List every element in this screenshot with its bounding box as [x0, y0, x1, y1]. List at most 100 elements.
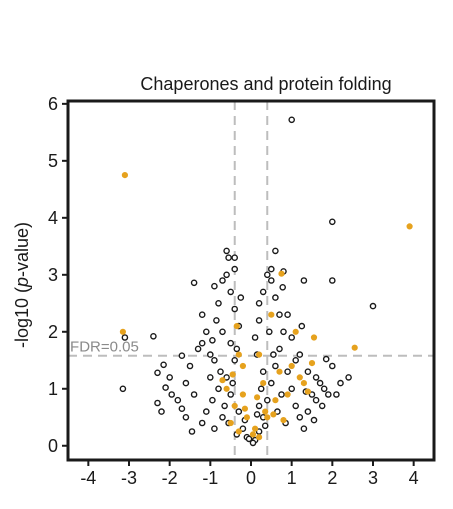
highlight-point-6: [278, 270, 285, 277]
y-axis-label: -log10 (p-value): [12, 222, 32, 348]
data-point-65: [272, 362, 279, 370]
data-point-69: [272, 294, 279, 301]
data-point-38: [186, 362, 194, 370]
data-point-50: [227, 288, 234, 296]
data-point-63: [263, 396, 271, 404]
data-point-75: [259, 368, 267, 376]
data-point-7: [121, 334, 129, 341]
data-point-107: [209, 336, 216, 344]
highlight-point-18: [264, 414, 271, 421]
data-point-55: [223, 374, 230, 381]
data-point-53: [227, 339, 234, 347]
highlight-point-20: [243, 414, 250, 421]
data-point-92: [320, 385, 328, 393]
data-point-25: [255, 299, 263, 307]
data-point-54: [231, 356, 238, 364]
data-point-70: [267, 277, 275, 284]
data-point-80: [292, 402, 300, 410]
data-point-49: [223, 271, 230, 279]
data-point-93: [333, 391, 340, 398]
data-point-56: [227, 391, 234, 398]
data-point-67: [280, 328, 287, 336]
highlight-point-12: [268, 311, 275, 318]
data-point-35: [198, 311, 206, 319]
highlight-point-24: [227, 419, 234, 427]
data-point-86: [316, 379, 324, 387]
plot-frame: [66, 99, 436, 462]
axes: -4 -3 -2 -1 0 1 2 3 4 0 1 2 3 4 5 6: [48, 94, 436, 488]
data-point-88: [288, 334, 296, 341]
data-point-87: [296, 351, 304, 358]
highlight-point-3: [351, 344, 358, 351]
highlight-point-2: [119, 328, 127, 335]
highlight-point-11: [256, 351, 263, 358]
data-point-40: [174, 396, 182, 404]
plot-area: FDR=0.05: [68, 101, 434, 460]
data-point-2: [328, 277, 336, 284]
data-point-98: [217, 368, 224, 376]
data-point-58: [239, 425, 247, 433]
data-point-47: [219, 328, 226, 336]
data-point-117: [253, 411, 261, 418]
data-point-28: [345, 374, 352, 381]
data-point-113: [261, 422, 269, 430]
data-point-26: [328, 362, 336, 370]
data-point-12: [168, 391, 175, 398]
data-point-11: [178, 352, 186, 360]
data-point-37: [194, 345, 202, 353]
x-tick-label-2: -2: [162, 468, 178, 488]
data-point-30: [198, 339, 206, 347]
data-point-46: [211, 356, 218, 364]
data-point-57: [235, 408, 243, 415]
x-tick-label-7: 3: [368, 468, 378, 488]
highlight-point-23: [223, 385, 230, 392]
fdr-label: FDR=0.05: [70, 339, 139, 356]
y-tick-label-4: 4: [48, 208, 58, 228]
highlight-point-13: [260, 380, 267, 387]
data-point-108: [265, 328, 273, 336]
data-point-15: [190, 279, 198, 287]
data-point-10: [154, 369, 161, 377]
data-point-120: [310, 416, 318, 424]
highlight-point-9: [235, 351, 242, 358]
data-point-83: [304, 408, 312, 415]
data-point-17: [231, 254, 238, 262]
data-point-79: [288, 385, 296, 393]
data-point-9: [162, 384, 169, 391]
data-point-94: [190, 391, 198, 398]
x-tick-label-3: -1: [202, 468, 218, 488]
data-point-109: [270, 351, 277, 358]
data-point-27: [337, 379, 344, 387]
data-point-91: [304, 368, 312, 376]
data-point-84: [308, 391, 316, 398]
highlight-point-33: [241, 405, 248, 412]
highlight-point-37: [219, 377, 226, 384]
data-point-48: [215, 299, 222, 307]
highlight-point-17: [304, 388, 311, 395]
data-point-20: [272, 247, 279, 255]
highlight-point-15: [284, 391, 291, 398]
data-point-96: [209, 396, 216, 404]
data-point-103: [233, 345, 241, 353]
data-point-82: [300, 425, 308, 433]
data-point-66: [276, 345, 283, 353]
data-point-41: [182, 413, 190, 421]
highlight-point-10: [239, 362, 246, 370]
highlight-point-32: [229, 371, 236, 378]
data-point-121: [318, 402, 326, 410]
highlight-point-4: [310, 334, 318, 341]
data-point-114: [249, 439, 257, 447]
x-tick-label-5: 1: [287, 468, 297, 488]
data-point-106: [213, 317, 220, 324]
highlight-point-34: [262, 408, 269, 415]
data-point-97: [206, 351, 214, 358]
data-point-123: [188, 428, 196, 435]
highlight-point-27: [256, 434, 263, 441]
y-tick-label-3: 3: [48, 265, 58, 285]
data-point-18: [225, 254, 232, 262]
data-point-3: [369, 302, 377, 310]
data-point-32: [312, 396, 320, 404]
data-point-16: [223, 247, 230, 255]
data-point-4: [322, 355, 330, 363]
